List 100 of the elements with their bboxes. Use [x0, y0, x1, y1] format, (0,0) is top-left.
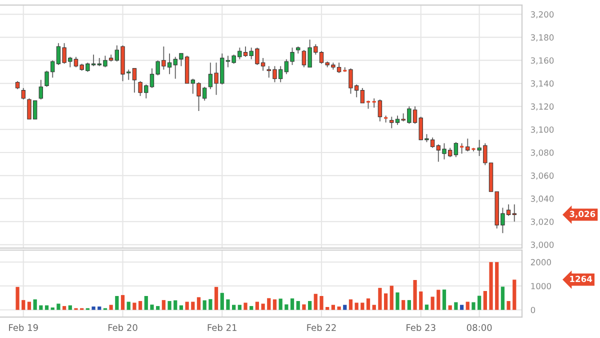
bar	[126, 302, 130, 310]
bar	[109, 304, 113, 310]
bar	[308, 301, 312, 310]
bar	[483, 290, 487, 310]
y-tick-label: 0	[530, 306, 536, 314]
bar	[378, 288, 382, 310]
bar	[196, 297, 201, 310]
bar	[27, 302, 32, 310]
bar	[424, 304, 429, 310]
bar	[22, 300, 26, 310]
bar	[448, 305, 452, 310]
bar	[278, 298, 282, 310]
bar	[460, 304, 464, 310]
bar	[360, 302, 364, 310]
bar	[489, 262, 493, 310]
y-tick-label: 2000	[530, 259, 551, 266]
candlestick	[360, 88, 365, 104]
bar	[442, 290, 446, 310]
bar	[244, 302, 248, 310]
bar	[185, 302, 189, 310]
bar	[296, 301, 300, 310]
bar	[162, 300, 166, 310]
y-tick-label: 3,200	[530, 11, 554, 18]
x-tick-label: Feb 21	[208, 324, 236, 331]
bar	[50, 307, 54, 310]
bar	[202, 300, 206, 310]
bar	[56, 304, 60, 310]
bar	[512, 280, 516, 310]
x-tick-label: 08:00	[466, 324, 492, 331]
candlestick	[459, 142, 464, 154]
bar	[39, 305, 43, 310]
bar	[302, 304, 306, 310]
bar	[92, 306, 96, 310]
bar	[98, 306, 102, 310]
candlestick	[512, 204, 516, 222]
bar	[390, 286, 394, 310]
bar	[413, 280, 417, 310]
x-tick-label: Feb 23	[406, 324, 436, 331]
bar	[506, 301, 510, 310]
bar	[267, 298, 271, 310]
y-tick-label: 3,000	[530, 242, 554, 249]
x-tick-label: Feb 19	[9, 324, 38, 331]
bar	[495, 262, 499, 310]
y-tick-label: 3,080	[530, 149, 554, 157]
bar	[144, 296, 148, 310]
candlestick	[372, 98, 377, 108]
bar	[138, 301, 142, 310]
y-tick-label: 3,140	[530, 80, 554, 88]
x-tick-label: Feb 22	[307, 324, 336, 331]
bar	[168, 301, 172, 310]
candlestick	[378, 99, 382, 122]
y-tick-label: 3,180	[530, 34, 554, 42]
bar	[220, 292, 224, 310]
bar	[372, 304, 376, 310]
bar	[407, 300, 411, 310]
bar	[402, 300, 406, 310]
bar	[348, 299, 353, 310]
bar	[44, 305, 49, 310]
bar	[478, 296, 482, 310]
bar	[272, 299, 277, 310]
bar	[284, 304, 288, 310]
bar	[150, 304, 154, 310]
bar	[132, 302, 136, 310]
bar	[337, 306, 341, 310]
bar	[384, 293, 388, 310]
y-tick-label: 3,120	[530, 103, 554, 111]
y-tick-label: 3,100	[530, 126, 554, 134]
y-tick-label: 3,060	[530, 172, 554, 180]
bar	[396, 292, 400, 310]
bar	[62, 306, 66, 310]
bar	[174, 300, 178, 310]
bar	[156, 306, 160, 310]
bar	[238, 304, 242, 310]
bar	[255, 302, 260, 310]
text: 3,026	[570, 210, 596, 218]
bar	[354, 302, 358, 310]
x-tick-label: Feb 20	[108, 324, 138, 331]
bar	[454, 302, 458, 310]
y-tick-label: 3,040	[530, 196, 554, 203]
bar	[314, 294, 318, 310]
bar	[261, 304, 265, 310]
bar	[366, 298, 370, 310]
bar	[33, 299, 37, 310]
bar	[16, 286, 20, 310]
bar	[326, 307, 330, 310]
text: 1264	[570, 276, 592, 282]
candlestick	[132, 68, 137, 94]
bar	[191, 302, 195, 310]
y-tick-label: 1000	[531, 282, 551, 290]
y-tick-label: 3,160	[530, 57, 554, 64]
bar	[430, 296, 434, 310]
bar	[120, 295, 125, 310]
bar	[115, 296, 119, 310]
y-tick-label: 3,020	[530, 218, 554, 226]
bar	[68, 305, 72, 310]
bar	[320, 296, 324, 310]
bar	[436, 290, 440, 310]
bar	[500, 286, 505, 310]
candlestick	[454, 142, 458, 158]
bar	[226, 299, 230, 310]
